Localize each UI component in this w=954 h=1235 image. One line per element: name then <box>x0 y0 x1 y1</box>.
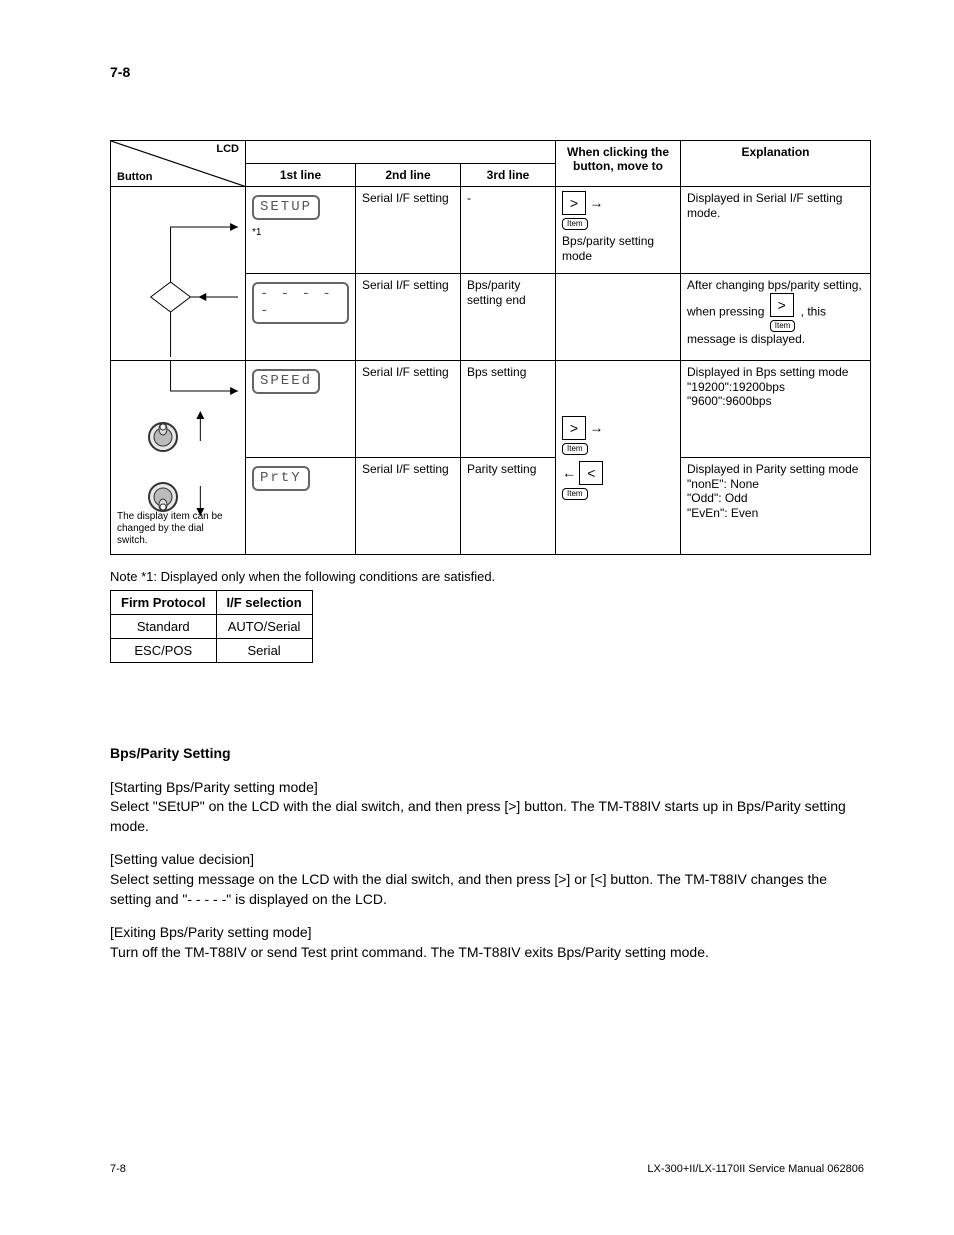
row1-move: > → Item Bps/parity setting mode <box>556 187 681 274</box>
item-label-4: Item <box>562 488 588 500</box>
header-button-label: Button <box>117 171 152 184</box>
item-label-3: Item <box>562 443 588 455</box>
row3-exp: Displayed in Bps setting mode "19200":19… <box>681 361 871 458</box>
table-row: Standard AUTO/Serial <box>111 615 313 639</box>
row1-star: *1 <box>252 227 261 238</box>
row3-lcd1: SPEEd <box>246 361 356 458</box>
row2-c3: Bps/parity setting end <box>461 274 556 361</box>
header-diagonal: LCD Button <box>111 141 246 187</box>
description-block: Bps/Parity Setting [Starting Bps/Parity … <box>110 730 870 976</box>
desc-sec0-title: [Starting Bps/Parity setting mode] <box>110 779 318 795</box>
row1-move-text: Bps/parity setting mode <box>562 234 674 263</box>
lcd-speed: SPEEd <box>252 369 320 394</box>
desc-section-0: [Starting Bps/Parity setting mode] Selec… <box>110 778 870 837</box>
row3-opt-1: "9600":9600bps <box>687 394 864 408</box>
header-1st-line: 1st line <box>246 164 356 187</box>
desc-section-2: [Exiting Bps/Parity setting mode] Turn o… <box>110 923 870 962</box>
arrow-right-icon: → <box>589 195 603 211</box>
footer-left: 7-8 <box>110 1163 126 1175</box>
row3-exp-text: Displayed in Bps setting mode <box>687 365 864 379</box>
header-move: When clicking the button, move to <box>556 141 681 187</box>
dial-up-icon <box>147 421 179 453</box>
item-label: Item <box>562 218 588 230</box>
row4-opt-1: "Odd": Odd <box>687 491 864 505</box>
desc-sec2-body: Turn off the TM-T88IV or send Test print… <box>110 944 709 960</box>
row2-c2: Serial I/F setting <box>356 274 461 361</box>
item-right-button-icon: > <box>562 191 586 215</box>
arrow-left-icon: ← <box>562 464 576 480</box>
desc-sec1-body: Select setting message on the LCD with t… <box>110 871 827 907</box>
flow-note: The display item can be changed by the d… <box>117 511 237 547</box>
header-lcd-label: LCD <box>216 143 239 156</box>
row1-lcd1: SETUP *1 <box>246 187 356 274</box>
proto-h0: Firm Protocol <box>111 591 217 615</box>
menu-table-wrap: LCD Button When clicking the button, mov… <box>110 140 870 663</box>
header-explanation: Explanation <box>681 141 871 187</box>
flow-lower: The display item can be changed by the d… <box>111 361 246 555</box>
lcd-prty: PrtY <box>252 466 310 491</box>
row1-c2: Serial I/F setting <box>356 187 461 274</box>
footer-right: LX-300+II/LX-1170II Service Manual 06280… <box>647 1163 864 1175</box>
lcd-dashes: - - - - - <box>252 282 349 324</box>
row1-c3: - <box>461 187 556 274</box>
proto-r0c0: Standard <box>111 615 217 639</box>
proto-r0c1: AUTO/Serial <box>216 615 312 639</box>
row3-c2: Serial I/F setting <box>356 361 461 458</box>
desc-sec0-body: Select "SEtUP" on the LCD with the dial … <box>110 798 846 834</box>
row2-move <box>556 274 681 361</box>
lcd-setup: SETUP <box>252 195 320 220</box>
row34-move: > → Item ← < Item <box>556 361 681 555</box>
row4-c2: Serial I/F setting <box>356 458 461 555</box>
item-button-icon: > <box>770 293 794 317</box>
row4-exp-text: Displayed in Parity setting mode <box>687 462 864 476</box>
proto-r1c0: ESC/POS <box>111 639 217 663</box>
desc-sec1-title: [Setting value decision] <box>110 851 254 867</box>
row4-lcd1: PrtY <box>246 458 356 555</box>
row4-opt-2: "EvEn": Even <box>687 506 864 520</box>
flow-upper <box>111 187 246 361</box>
row2-lcd1: - - - - - <box>246 274 356 361</box>
page-number: 7-8 <box>110 64 130 80</box>
proto-h1: I/F selection <box>216 591 312 615</box>
item-left-button-icon: < <box>579 461 603 485</box>
dial-down-icon <box>147 481 179 513</box>
footnote: Note *1: Displayed only when the followi… <box>110 569 870 584</box>
row1-exp: Displayed in Serial I/F setting mode. <box>681 187 871 274</box>
header-lcd-span <box>246 141 556 164</box>
item-label-2: Item <box>770 320 796 332</box>
row2-exp: After changing bps/parity setting, when … <box>681 274 871 361</box>
row4-exp: Displayed in Parity setting mode "nonE":… <box>681 458 871 555</box>
desc-heading: Bps/Parity Setting <box>110 745 231 761</box>
row4-opt-0: "nonE": None <box>687 477 864 491</box>
menu-table: LCD Button When clicking the button, mov… <box>110 140 871 555</box>
item-right-button-icon-2: > <box>562 416 586 440</box>
proto-r1c1: Serial <box>216 639 312 663</box>
protocol-table: Firm Protocol I/F selection Standard AUT… <box>110 590 313 663</box>
header-2nd-line: 2nd line <box>356 164 461 187</box>
desc-sec2-title: [Exiting Bps/Parity setting mode] <box>110 924 312 940</box>
arrow-right-icon-2: → <box>589 420 603 436</box>
header-3rd-line: 3rd line <box>461 164 556 187</box>
row4-c3: Parity setting <box>461 458 556 555</box>
table-row: ESC/POS Serial <box>111 639 313 663</box>
row3-opt-0: "19200":19200bps <box>687 380 864 394</box>
row3-c3: Bps setting <box>461 361 556 458</box>
desc-section-1: [Setting value decision] Select setting … <box>110 850 870 909</box>
